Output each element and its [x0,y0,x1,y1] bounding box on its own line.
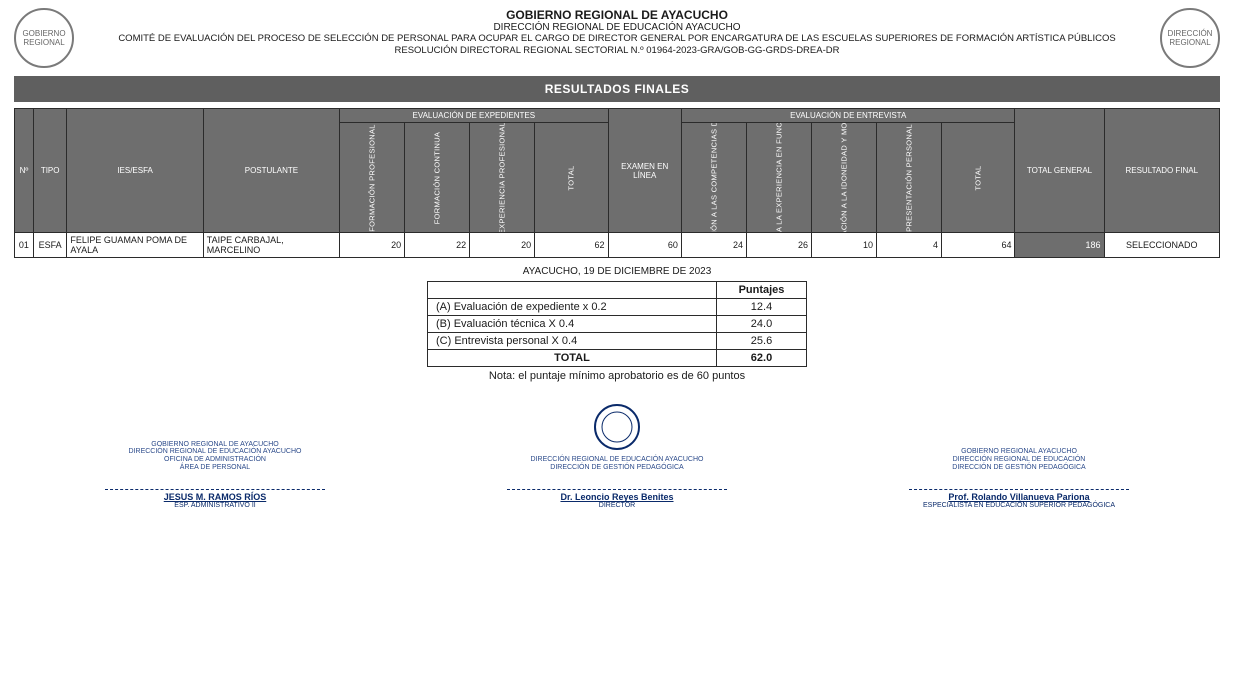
signature-left-name: JESUS M. RAMOS RÍOS [65,492,365,502]
col-ent4: PRESENTACIÓN PERSONAL [876,123,941,233]
seal-right-icon: DIRECCIÓN REGIONAL [1160,8,1220,68]
signature-center: DIRECCIÓN REGIONAL DE EDUCACIÓN AYACUCHO… [467,402,767,509]
cell-ent3: 10 [811,233,876,258]
signatures-row: GOBIERNO REGIONAL DE AYACUCHODIRECCIÓN R… [14,402,1220,509]
document-header: GOBIERNO REGIONAL GOBIERNO REGIONAL DE A… [14,8,1220,68]
score-total-label: TOTAL [428,350,717,367]
col-n: Nº [15,109,34,233]
col-ent3-label: CON RELACIÓN A LA IDONEIDAD Y MOTIVACIÓN [839,123,848,233]
score-value: 25.6 [717,333,807,350]
seal-right-text: DIRECCIÓN REGIONAL [1162,29,1218,47]
col-ent3: CON RELACIÓN A LA IDONEIDAD Y MOTIVACIÓN [811,123,876,233]
col-exp3: EXPERIENCIA PROFESIONAL [470,123,535,233]
score-header-puntajes: Puntajes [717,282,807,299]
cell-ent2: 26 [746,233,811,258]
score-value: 24.0 [717,316,807,333]
col-ies: IES/ESFA [67,109,203,233]
cell-exp2: 22 [405,233,470,258]
col-ent4-label: PRESENTACIÓN PERSONAL [904,124,913,232]
col-group-expedientes: EVALUACIÓN DE EXPEDIENTES [340,109,608,123]
results-table: Nº TIPO IES/ESFA POSTULANTE EVALUACIÓN D… [14,108,1220,258]
col-exp-tot: TOTAL [535,123,608,233]
signature-left-org: GOBIERNO REGIONAL DE AYACUCHODIRECCIÓN R… [65,441,365,472]
header-title: GOBIERNO REGIONAL DE AYACUCHO [94,8,1140,22]
cell-tipo: ESFA [33,233,67,258]
signature-center-role: DIRECTOR [467,502,767,509]
col-ent2-label: CON RELACIÓN A LA EXPERIENCIA EN FUNCIÓN… [774,123,783,233]
col-group-entrevista: EVALUACIÓN DE ENTREVISTA [681,109,1015,123]
col-total-general: TOTAL GENERAL [1015,109,1104,233]
score-row: (A) Evaluación de expediente x 0.2 12.4 [428,299,807,316]
score-value: 12.4 [717,299,807,316]
col-exp1: FORMACIÓN PROFESIONAL [340,123,405,233]
table-row: 01 ESFA FELIPE GUAMAN POMA DE AYALA TAIP… [15,233,1220,258]
header-sub3: RESOLUCIÓN DIRECTORAL REGIONAL SECTORIAL… [94,45,1140,56]
col-exp2: FORMACIÓN CONTINUA [405,123,470,233]
signature-center-name: Dr. Leoncio Reyes Benites [467,492,767,502]
col-exp-tot-label: TOTAL [567,165,576,190]
col-exp1-label: FORMACIÓN PROFESIONAL [368,124,377,232]
cell-n: 01 [15,233,34,258]
seal-left-text: GOBIERNO REGIONAL [16,29,72,47]
cell-exp-tot: 62 [535,233,608,258]
score-header-blank [428,282,717,299]
signature-right-name: Prof. Rolando Villanueva Pariona [869,492,1169,502]
cell-exp3: 20 [470,233,535,258]
header-sub2: COMITÉ DE EVALUACIÓN DEL PROCESO DE SELE… [94,33,1140,44]
seal-left-icon: GOBIERNO REGIONAL [14,8,74,68]
col-ent-tot: TOTAL [942,123,1015,233]
cell-examen: 60 [608,233,681,258]
score-note: Nota: el puntaje mínimo aprobatorio es d… [14,370,1220,382]
score-row: (C) Entrevista personal X 0.4 25.6 [428,333,807,350]
signature-line [909,489,1129,490]
signature-line [507,489,727,490]
score-row: (B) Evaluación técnica X 0.4 24.0 [428,316,807,333]
cell-ent4: 4 [876,233,941,258]
header-sub1: DIRECCIÓN REGIONAL DE EDUCACIÓN AYACUCHO [94,22,1140,33]
score-label: (B) Evaluación técnica X 0.4 [428,316,717,333]
col-ent-tot-label: TOTAL [974,165,983,190]
col-exp2-label: FORMACIÓN CONTINUA [433,131,442,223]
col-postulante: POSTULANTE [203,109,339,233]
signature-left-role: ESP. ADMINISTRATIVO II [65,502,365,509]
cell-postulante: TAIPE CARBAJAL, MARCELINO [203,233,339,258]
signature-right-role: ESPECIALISTA EN EDUCACIÓN SUPERIOR PEDAG… [869,502,1169,509]
signature-right: GOBIERNO REGIONAL AYACUCHODIRECCIÓN REGI… [869,448,1169,509]
col-exp3-label: EXPERIENCIA PROFESIONAL [498,123,507,233]
cell-ent-tot: 64 [942,233,1015,258]
col-resultado: RESULTADO FINAL [1104,109,1219,233]
cell-ies: FELIPE GUAMAN POMA DE AYALA [67,233,203,258]
cell-resultado: SELECCIONADO [1104,233,1219,258]
cell-exp1: 20 [340,233,405,258]
signature-left: GOBIERNO REGIONAL DE AYACUCHODIRECCIÓN R… [65,441,365,510]
signature-line [105,489,325,490]
score-total-row: TOTAL 62.0 [428,350,807,367]
header-text-block: GOBIERNO REGIONAL DE AYACUCHO DIRECCIÓN … [94,8,1140,56]
results-title-bar: RESULTADOS FINALES [14,76,1220,102]
col-tipo: TIPO [33,109,67,233]
signature-center-org: DIRECCIÓN REGIONAL DE EDUCACIÓN AYACUCHO… [467,456,767,471]
cell-total-general: 186 [1015,233,1104,258]
stamp-icon [587,402,647,452]
below-section: AYACUCHO, 19 DE DICIEMBRE DE 2023 Puntaj… [14,266,1220,382]
col-ent2: CON RELACIÓN A LA EXPERIENCIA EN FUNCIÓN… [746,123,811,233]
score-table: Puntajes (A) Evaluación de expediente x … [427,281,807,367]
signature-right-org: GOBIERNO REGIONAL AYACUCHODIRECCIÓN REGI… [869,448,1169,471]
cell-ent1: 24 [681,233,746,258]
date-line: AYACUCHO, 19 DE DICIEMBRE DE 2023 [14,266,1220,277]
score-label: (C) Entrevista personal X 0.4 [428,333,717,350]
score-label: (A) Evaluación de expediente x 0.2 [428,299,717,316]
col-ent1: CON RELACIÓN A LAS COMPETENCIAS DEL PUES… [681,123,746,233]
score-total-value: 62.0 [717,350,807,367]
col-examen: EXAMEN EN LÍNEA [608,109,681,233]
col-ent1-label: CON RELACIÓN A LAS COMPETENCIAS DEL PUES… [709,123,718,233]
